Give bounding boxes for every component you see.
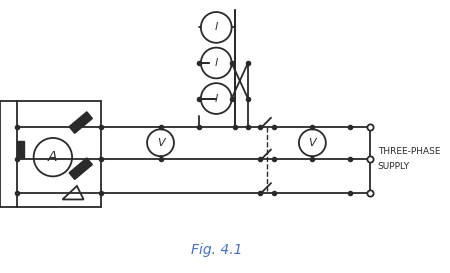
- Text: l: l: [215, 58, 218, 68]
- Text: A: A: [48, 150, 58, 164]
- Polygon shape: [17, 141, 24, 158]
- Text: l: l: [215, 22, 218, 32]
- Text: SUPPLY: SUPPLY: [378, 162, 410, 171]
- Text: l: l: [215, 94, 218, 103]
- Text: V: V: [309, 138, 316, 148]
- Polygon shape: [69, 158, 92, 179]
- Text: V: V: [157, 138, 164, 148]
- Text: THREE-PHASE: THREE-PHASE: [378, 147, 440, 156]
- Text: Fig. 4.1: Fig. 4.1: [190, 244, 242, 257]
- Polygon shape: [69, 112, 92, 133]
